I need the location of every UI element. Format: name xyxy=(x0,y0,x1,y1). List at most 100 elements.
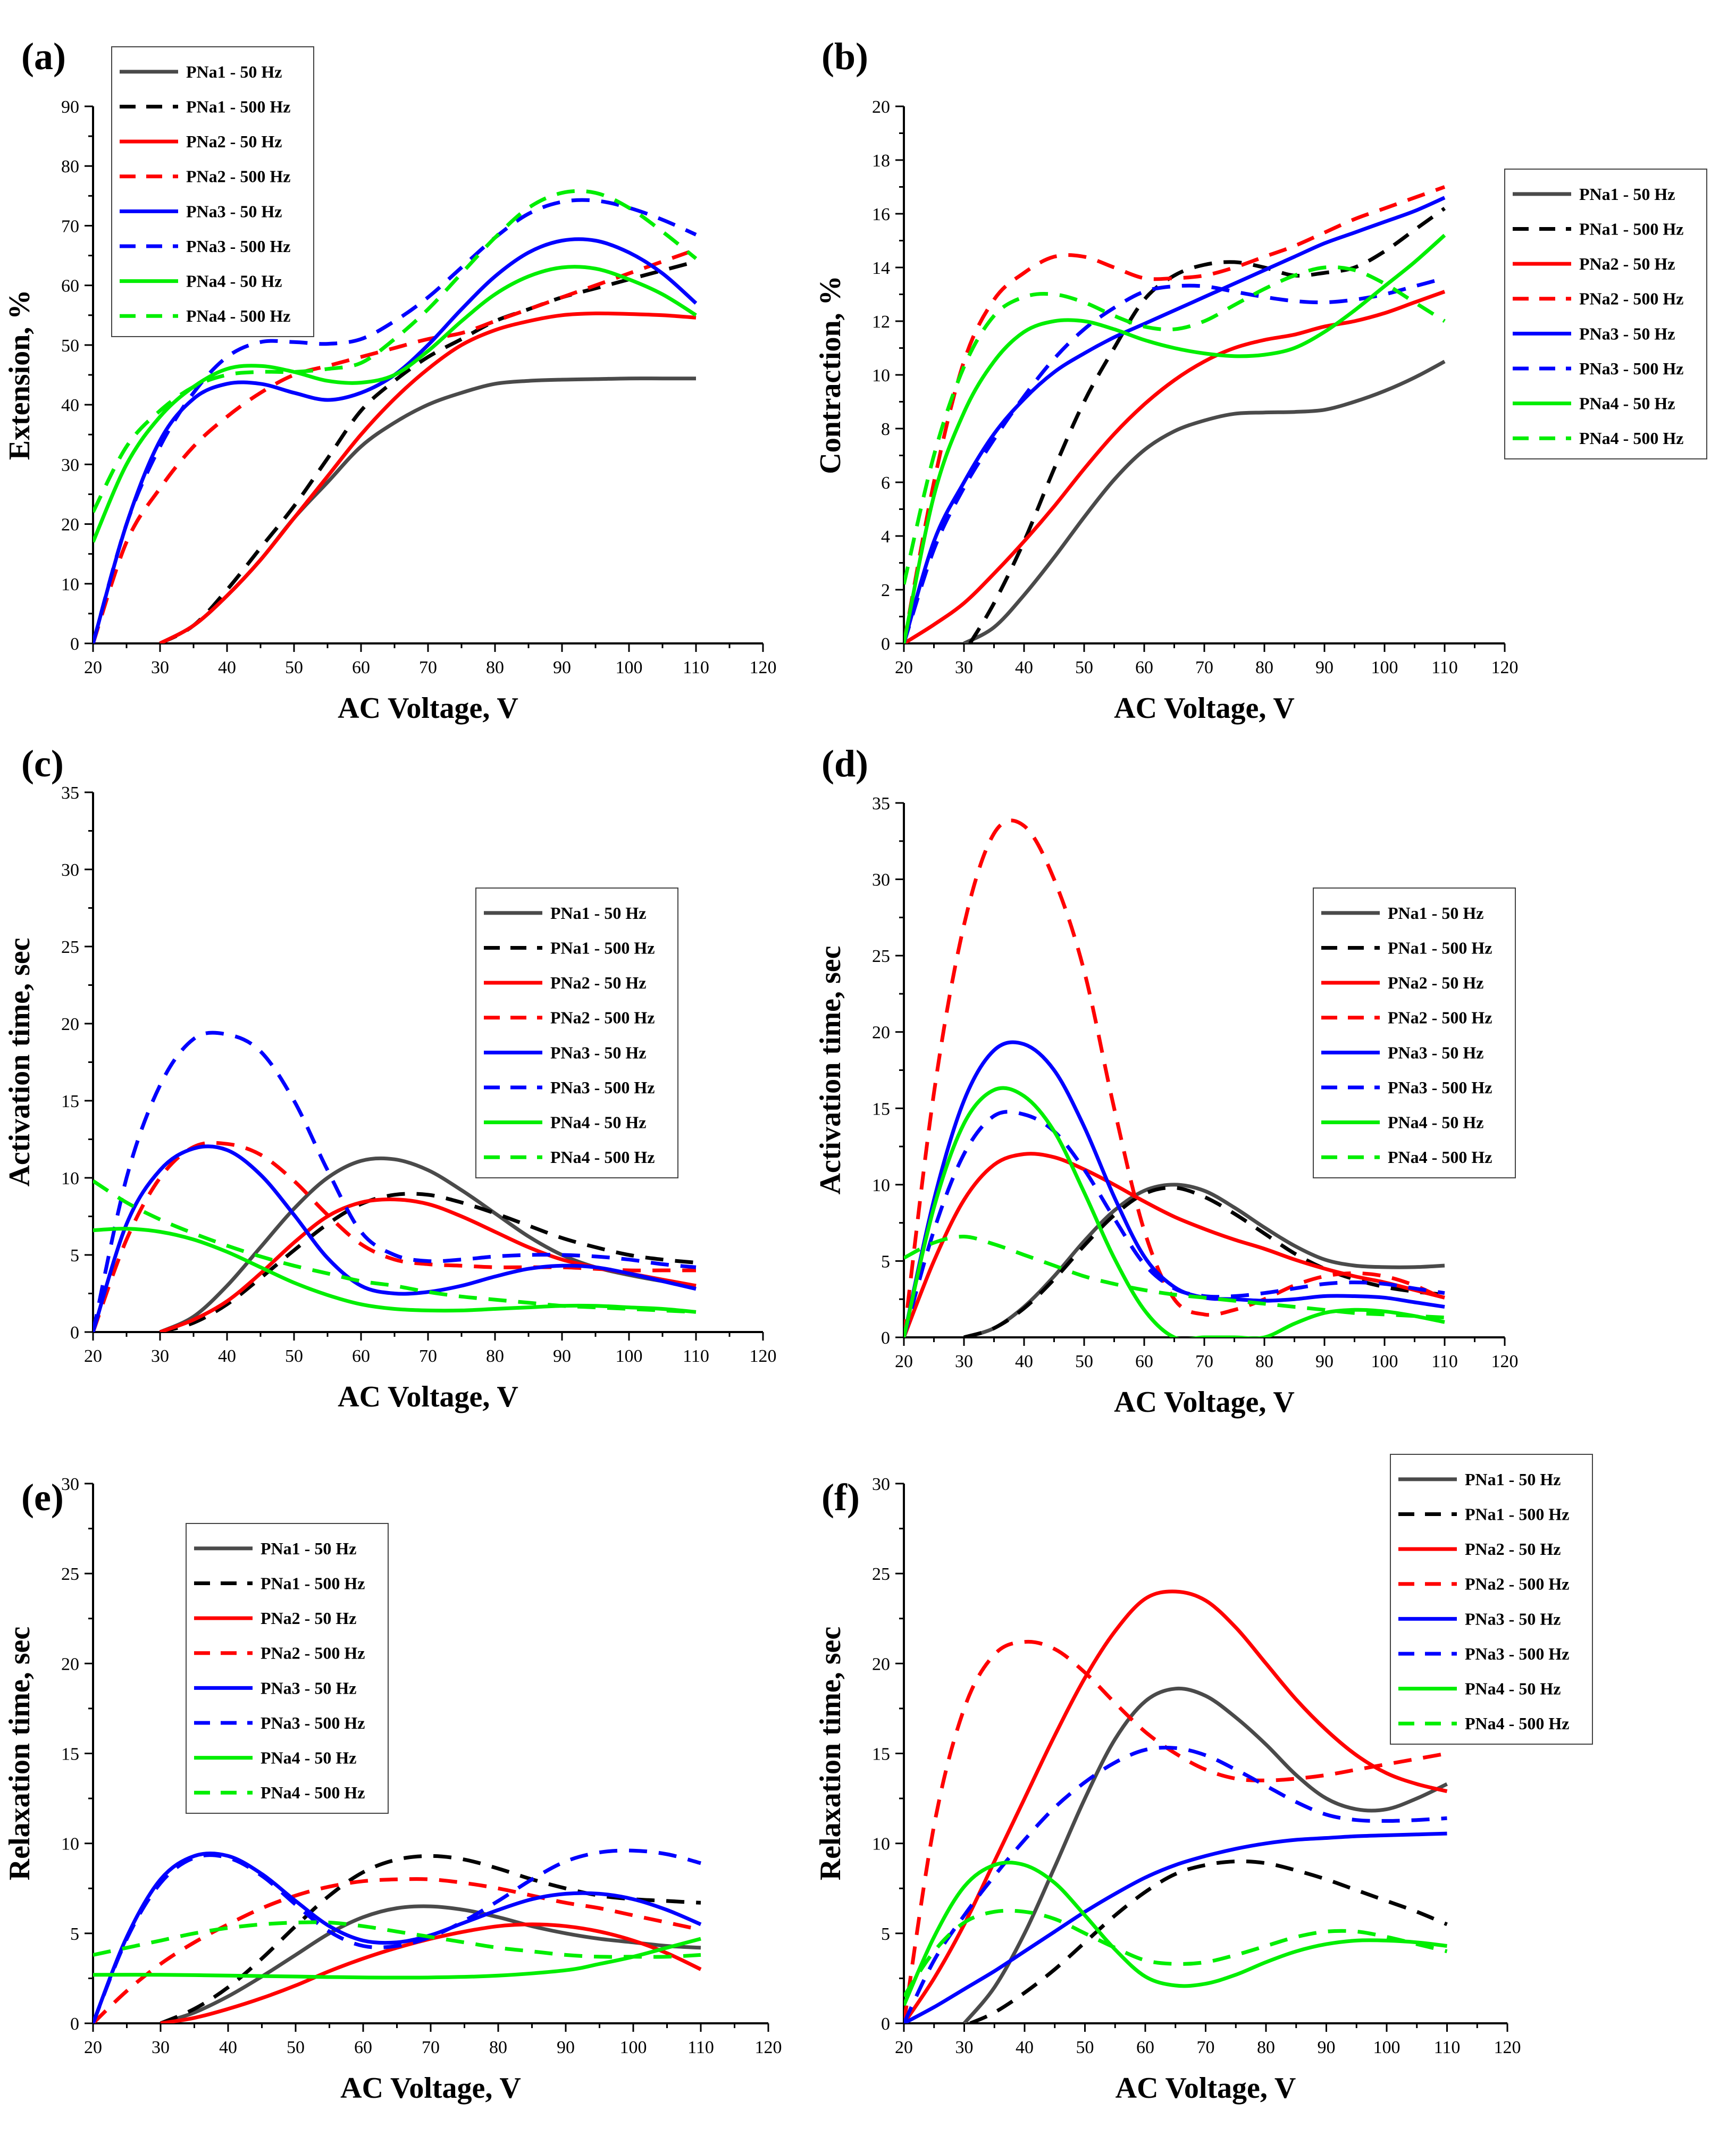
y-tick-label: 14 xyxy=(872,258,890,278)
y-tick-label: 15 xyxy=(61,1745,79,1764)
y-tick-label: 5 xyxy=(881,1924,890,1944)
x-tick-label: 20 xyxy=(895,1352,913,1371)
panel-label: (e) xyxy=(21,1476,64,1519)
x-tick-label: 120 xyxy=(755,2038,782,2057)
x-tick-label: 100 xyxy=(1373,2038,1400,2057)
x-tick-label: 20 xyxy=(84,1346,102,1366)
x-tick-label: 30 xyxy=(955,2038,974,2057)
x-tick-label: 110 xyxy=(1431,1352,1458,1371)
series-line-pna3-500-hz xyxy=(93,1031,697,1332)
x-tick-label: 90 xyxy=(557,2038,575,2057)
legend-label: PNa3 - 50 Hz xyxy=(550,1043,646,1062)
x-tick-label: 40 xyxy=(218,1346,236,1366)
x-tick-label: 80 xyxy=(486,1346,504,1366)
x-tick-label: 40 xyxy=(1015,658,1033,677)
series-line-pna2-500-hz xyxy=(93,1877,701,2023)
x-tick-label: 70 xyxy=(1195,1352,1213,1371)
legend-label: PNa2 - 500 Hz xyxy=(1465,1575,1569,1594)
x-tick-label: 30 xyxy=(955,658,973,677)
x-tick-label: 60 xyxy=(352,658,370,677)
y-axis-title: Activation time, sec xyxy=(814,945,847,1194)
y-tick-label: 80 xyxy=(61,157,79,177)
legend-label: PNa2 - 500 Hz xyxy=(261,1644,365,1663)
x-tick-label: 80 xyxy=(489,2038,507,2057)
panel-f: (f) 20 30 40 50 60 70 80 90 100 110 120 0 5 10 15 20 25 30… xyxy=(814,1454,1593,2105)
legend-label: PNa2 - 500 Hz xyxy=(186,167,290,186)
legend-label: PNa4 - 50 Hz xyxy=(1579,394,1675,413)
x-tick-label: 120 xyxy=(1494,2038,1521,2057)
series-line-pna1-500-hz xyxy=(969,1859,1448,2023)
legend-label: PNa4 - 500 Hz xyxy=(261,1783,365,1802)
series-line-pna2-500-hz xyxy=(93,248,697,643)
x-tick-label: 110 xyxy=(1434,2038,1461,2057)
y-tick-label: 15 xyxy=(61,1092,79,1111)
y-tick-label: 10 xyxy=(872,366,890,386)
y-tick-label: 0 xyxy=(70,634,79,654)
legend-label: PNa4 - 50 Hz xyxy=(1465,1679,1561,1698)
legend-label: PNa2 - 500 Hz xyxy=(1579,289,1683,308)
x-tick-label: 110 xyxy=(1431,658,1458,677)
panel-c: (c) 20 30 40 50 60 70 80 90 100 110 120 0 5 10 15 20 25 30… xyxy=(3,742,777,1413)
series-line-pna3-50-hz xyxy=(93,1851,702,2023)
legend-label: PNa2 - 50 Hz xyxy=(261,1609,356,1628)
series-line-pna1-500-hz xyxy=(160,1192,697,1332)
y-tick-label: 8 xyxy=(881,420,890,439)
x-tick-label: 120 xyxy=(1491,658,1519,677)
x-tick-label: 90 xyxy=(1318,2038,1336,2057)
x-tick-label: 50 xyxy=(1076,2038,1094,2057)
legend-label: PNa1 - 50 Hz xyxy=(1465,1470,1561,1489)
x-axis-title: AC Voltage, V xyxy=(1116,2072,1296,2105)
series-group xyxy=(93,1031,697,1332)
y-tick-label: 70 xyxy=(61,216,79,236)
legend-label: PNa4 - 500 Hz xyxy=(550,1148,655,1167)
legend-label: PNa3 - 500 Hz xyxy=(1388,1078,1492,1097)
x-axis-title: AC Voltage, V xyxy=(1114,1386,1295,1419)
legend: PNa1 - 50 Hz PNa1 - 500 Hz PNa2 - 50 Hz PNa… xyxy=(1504,169,1707,459)
x-tick-label: 50 xyxy=(285,1346,303,1366)
legend-label: PNa2 - 500 Hz xyxy=(1388,1008,1492,1027)
series-line-pna4-50-hz xyxy=(93,265,697,543)
legend-box xyxy=(475,887,678,1178)
y-tick-label: 40 xyxy=(61,396,79,415)
legend-label: PNa2 - 50 Hz xyxy=(550,973,646,992)
legend-label: PNa4 - 50 Hz xyxy=(550,1113,646,1132)
y-tick-label: 4 xyxy=(881,527,890,547)
legend-label: PNa4 - 50 Hz xyxy=(186,272,282,291)
series-group xyxy=(93,189,698,643)
legend-label: PNa2 - 50 Hz xyxy=(1465,1539,1561,1559)
legend-label: PNa4 - 500 Hz xyxy=(1465,1714,1569,1733)
x-tick-label: 40 xyxy=(219,2038,237,2057)
x-tick-label: 50 xyxy=(285,658,303,677)
series-line-pna3-50-hz xyxy=(904,196,1446,643)
y-axis-title: Contraction, % xyxy=(814,275,847,474)
legend: PNa1 - 50 Hz PNa1 - 500 Hz PNa2 - 50 Hz PNa… xyxy=(186,1523,389,1814)
legend-label: PNa3 - 500 Hz xyxy=(1579,359,1683,378)
y-tick-label: 0 xyxy=(881,634,890,654)
x-tick-label: 120 xyxy=(1491,1352,1519,1371)
panel-b: (b)20 30 40 50 60 70 80 90 100 110 120024681012141… xyxy=(814,35,1707,725)
x-tick-label: 120 xyxy=(750,1346,777,1366)
y-tick-label: 10 xyxy=(61,1835,79,1854)
x-tick-label: 110 xyxy=(683,1346,709,1366)
legend-label: PNa4 - 500 Hz xyxy=(1579,429,1683,448)
x-tick-label: 60 xyxy=(1135,658,1153,677)
x-tick-label: 20 xyxy=(84,2038,102,2057)
legend-label: PNa1 - 50 Hz xyxy=(1579,185,1675,204)
y-tick-label: 16 xyxy=(872,205,890,224)
y-tick-label: 30 xyxy=(61,1475,79,1494)
legend-label: PNa4 - 500 Hz xyxy=(186,306,290,325)
legend-label: PNa1 - 500 Hz xyxy=(1579,219,1683,238)
series-line-pna3-500-hz xyxy=(93,198,697,643)
y-tick-label: 0 xyxy=(70,2014,79,2034)
legend-label: PNa3 - 50 Hz xyxy=(261,1678,356,1697)
x-tick-label: 70 xyxy=(419,658,437,677)
y-tick-label: 6 xyxy=(881,473,890,493)
x-tick-label: 30 xyxy=(151,658,169,677)
legend-label: PNa1 - 50 Hz xyxy=(550,903,646,923)
x-tick-label: 100 xyxy=(1371,1352,1398,1371)
legend-label: PNa3 - 50 Hz xyxy=(1579,324,1675,343)
x-axis-title: AC Voltage, V xyxy=(340,2072,521,2105)
y-tick-label: 25 xyxy=(61,937,79,957)
y-tick-label: 20 xyxy=(61,515,79,535)
